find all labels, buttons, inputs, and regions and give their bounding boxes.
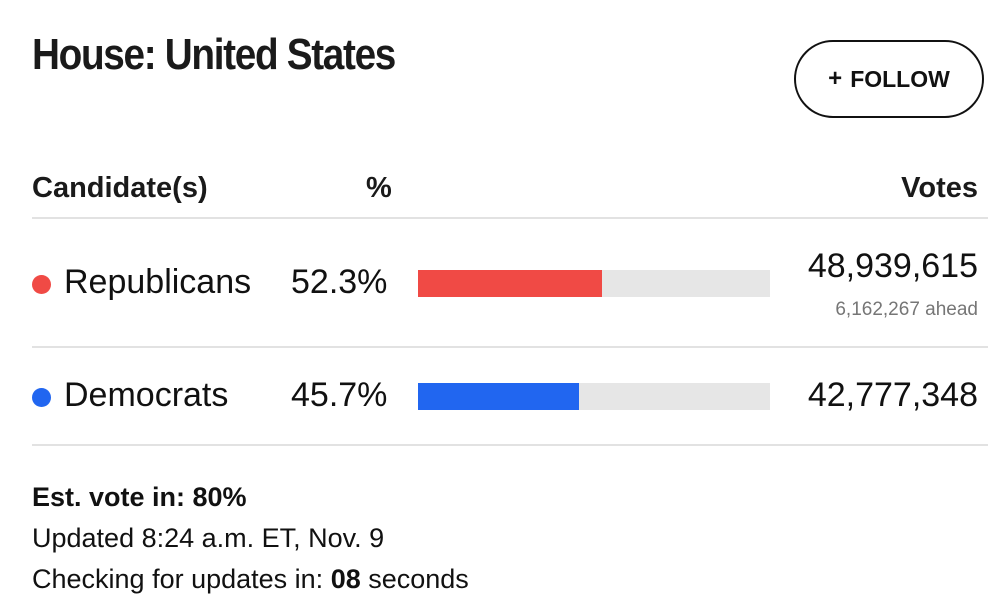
column-header-percent: % <box>366 172 392 204</box>
vote-count: 48,939,615 <box>807 247 978 285</box>
party-name: Republicans <box>64 263 252 301</box>
vote-share-bar-fill <box>418 270 603 297</box>
estimated-vote-in: Est. vote in: 80% <box>32 482 247 512</box>
vote-count: 42,777,348 <box>807 376 978 414</box>
page-title: House: United States <box>32 30 396 79</box>
column-header-candidates: Candidate(s) <box>32 172 208 204</box>
row-divider <box>32 346 988 348</box>
countdown-value: 08 <box>330 564 361 594</box>
candidate-row-republicans: Republicans 52.3% 48,939,615 6,162,267 a… <box>0 219 1000 346</box>
plus-icon: + <box>828 65 843 92</box>
party-color-dot <box>32 388 51 407</box>
vote-share-bar-track <box>418 270 770 297</box>
updated-timestamp: Updated 8:24 a.m. ET, Nov. 9 <box>32 523 385 553</box>
follow-button[interactable]: + FOLLOW <box>794 40 984 118</box>
follow-label: FOLLOW <box>850 65 950 92</box>
candidate-row-democrats: Democrats 45.7% 42,777,348 <box>0 348 1000 444</box>
vote-lead: 6,162,267 ahead <box>835 299 978 320</box>
vote-share-bar-track <box>418 383 770 410</box>
countdown-prefix: Checking for updates in: <box>32 564 331 594</box>
party-name: Democrats <box>64 376 229 414</box>
header-divider <box>32 217 988 219</box>
party-percent: 45.7% <box>291 376 388 414</box>
update-countdown: Checking for updates in: 08 seconds <box>32 564 469 595</box>
table-bottom-divider <box>32 444 988 446</box>
party-color-dot <box>32 275 51 294</box>
party-percent: 52.3% <box>291 263 388 301</box>
countdown-suffix: seconds <box>360 564 469 594</box>
vote-share-bar-fill <box>418 383 579 410</box>
column-header-votes: Votes <box>901 172 978 204</box>
